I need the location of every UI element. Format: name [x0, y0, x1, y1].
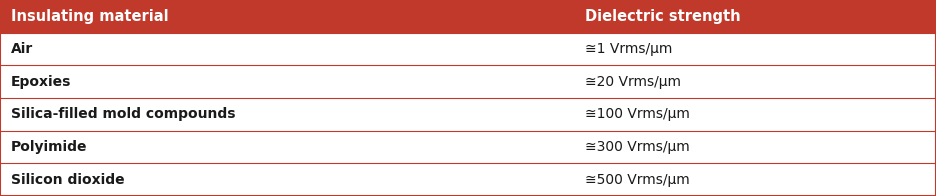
Bar: [0, 33, 936, 65]
Text: ≅300 Vrms/μm: ≅300 Vrms/μm: [585, 140, 690, 154]
Bar: [0, 98, 936, 131]
Text: Insulating material: Insulating material: [11, 9, 168, 24]
Text: Dielectric strength: Dielectric strength: [585, 9, 740, 24]
Bar: [0, 0, 936, 33]
Text: ≅100 Vrms/μm: ≅100 Vrms/μm: [585, 107, 690, 121]
Text: Epoxies: Epoxies: [11, 75, 72, 89]
Text: Silicon dioxide: Silicon dioxide: [11, 173, 124, 187]
Text: ≅20 Vrms/μm: ≅20 Vrms/μm: [585, 75, 681, 89]
Text: Polyimide: Polyimide: [11, 140, 88, 154]
Text: ≅1 Vrms/μm: ≅1 Vrms/μm: [585, 42, 672, 56]
Text: ≅500 Vrms/μm: ≅500 Vrms/μm: [585, 173, 690, 187]
Bar: [0, 163, 936, 196]
Text: Silica-filled mold compounds: Silica-filled mold compounds: [11, 107, 236, 121]
Text: Air: Air: [11, 42, 34, 56]
Bar: [0, 65, 936, 98]
Bar: [0, 131, 936, 163]
